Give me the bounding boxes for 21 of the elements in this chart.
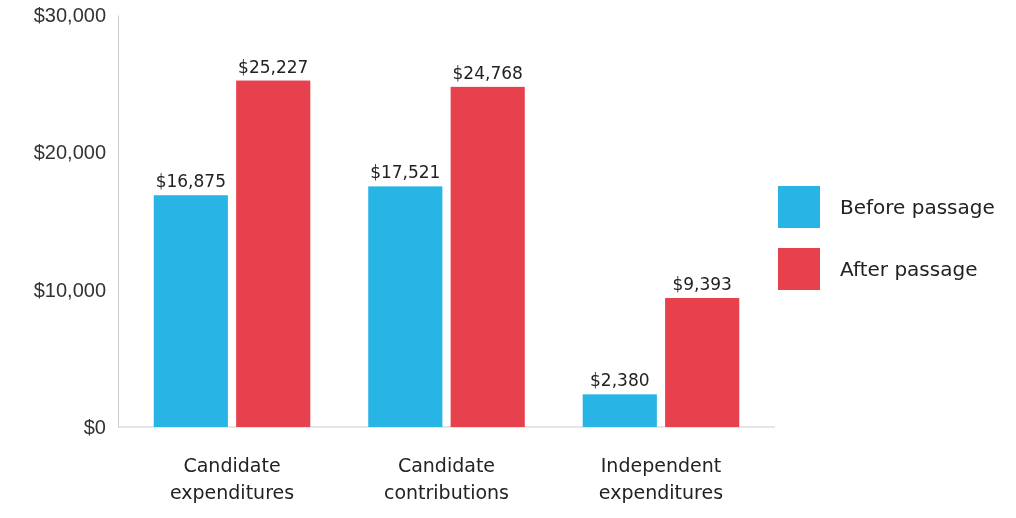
bar — [368, 186, 443, 427]
data-label: $16,875 — [155, 171, 226, 192]
data-label: $2,380 — [590, 370, 650, 391]
bar — [153, 195, 228, 427]
data-label: $25,227 — [238, 56, 309, 77]
x-tick-label: Candidate expenditures — [169, 454, 295, 503]
data-label: $17,521 — [370, 162, 441, 183]
bar — [450, 86, 525, 427]
x-tick-label: Candidate contributions — [383, 454, 510, 503]
x-tick-label: Independent expenditures — [598, 454, 724, 503]
y-tick-label: $10,000 — [33, 278, 106, 301]
y-tick-label: $30,000 — [33, 3, 106, 26]
legend-label: After passage — [840, 257, 978, 281]
bar — [582, 394, 657, 427]
y-tick-label: $0 — [83, 415, 106, 438]
y-tick-label: $20,000 — [33, 141, 106, 164]
legend-label: Before passage — [840, 195, 995, 219]
data-label: $9,393 — [672, 274, 732, 294]
bar — [665, 298, 740, 427]
bar — [236, 80, 311, 427]
data-label: $24,768 — [452, 62, 523, 83]
